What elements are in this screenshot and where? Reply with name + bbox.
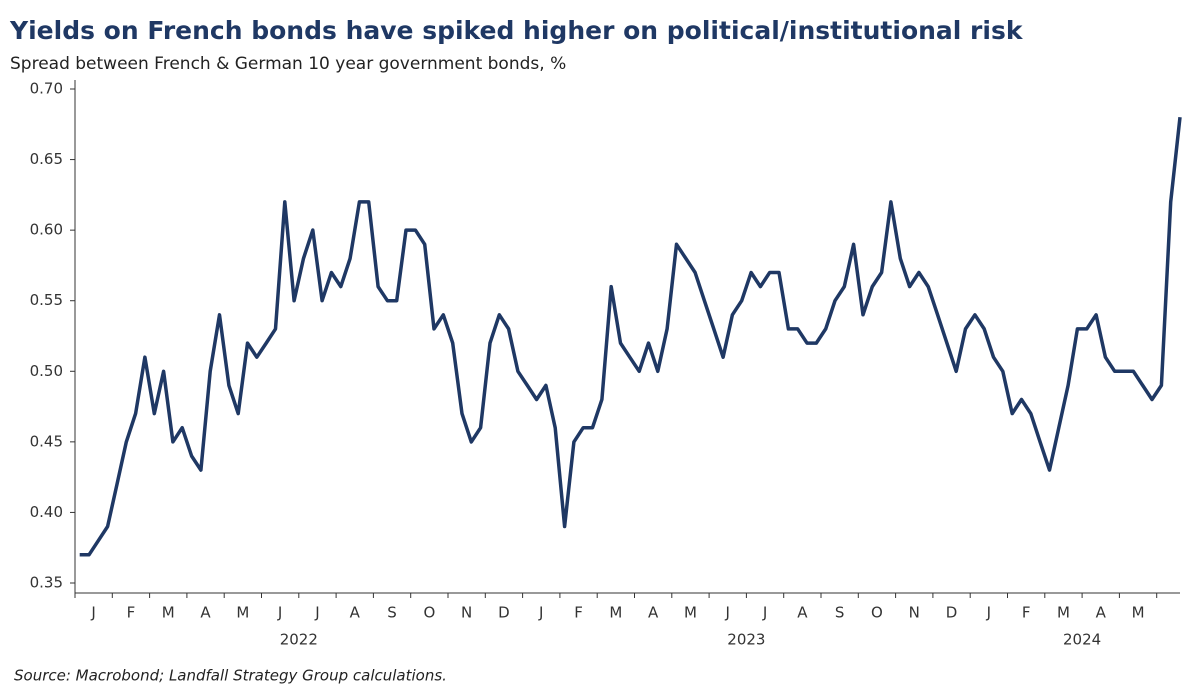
y-tick-label: 0.70 xyxy=(30,80,63,98)
y-tick-label: 0.35 xyxy=(30,574,63,592)
x-tick-label: M xyxy=(684,604,697,622)
y-tick-label: 0.40 xyxy=(30,503,63,521)
x-tick-label: A xyxy=(797,604,808,622)
y-tick-label: 0.65 xyxy=(30,150,63,168)
x-tick-label: M xyxy=(1057,604,1070,622)
x-tick-label: S xyxy=(835,604,845,622)
y-tick-label: 0.60 xyxy=(30,221,63,239)
x-tick-label: M xyxy=(162,604,175,622)
x-tick-label: J xyxy=(762,604,767,622)
x-tick-label: D xyxy=(498,604,510,622)
x-tick-label: O xyxy=(871,604,883,622)
x-tick-label: M xyxy=(609,604,622,622)
x-tick-label: J xyxy=(538,604,543,622)
x-tick-label: J xyxy=(725,604,730,622)
data-line xyxy=(79,117,1182,557)
chart-title: Yields on French bonds have spiked highe… xyxy=(9,16,1024,45)
x-tick-label: J xyxy=(314,604,319,622)
x-tick-label: D xyxy=(946,604,958,622)
y-tick-label: 0.45 xyxy=(30,432,63,450)
x-tick-label: N xyxy=(461,604,472,622)
x-tick-label: M xyxy=(1132,604,1145,622)
x-tick-label: J xyxy=(90,604,95,622)
x-tick-label: A xyxy=(200,604,211,622)
x-tick-label: N xyxy=(909,604,920,622)
y-tick-label: 0.55 xyxy=(30,291,63,309)
x-tick-label: A xyxy=(350,604,361,622)
source-note: Source: Macrobond; Landfall Strategy Gro… xyxy=(14,667,447,685)
year-label: 2022 xyxy=(280,631,318,649)
year-label: 2024 xyxy=(1063,631,1101,649)
x-tick-label: F xyxy=(127,604,136,622)
x-tick-label: F xyxy=(574,604,583,622)
x-tick-label: J xyxy=(277,604,282,622)
y-tick-label: 0.50 xyxy=(30,362,63,380)
x-tick-label: J xyxy=(986,604,991,622)
x-tick-label: O xyxy=(423,604,435,622)
chart-subtitle: Spread between French & German 10 year g… xyxy=(10,54,566,74)
x-tick-label: F xyxy=(1022,604,1031,622)
x-tick-label: A xyxy=(1096,604,1107,622)
x-tick-label: S xyxy=(387,604,397,622)
x-tick-label: A xyxy=(648,604,659,622)
x-tick-label: M xyxy=(236,604,249,622)
year-label: 2023 xyxy=(727,631,765,649)
